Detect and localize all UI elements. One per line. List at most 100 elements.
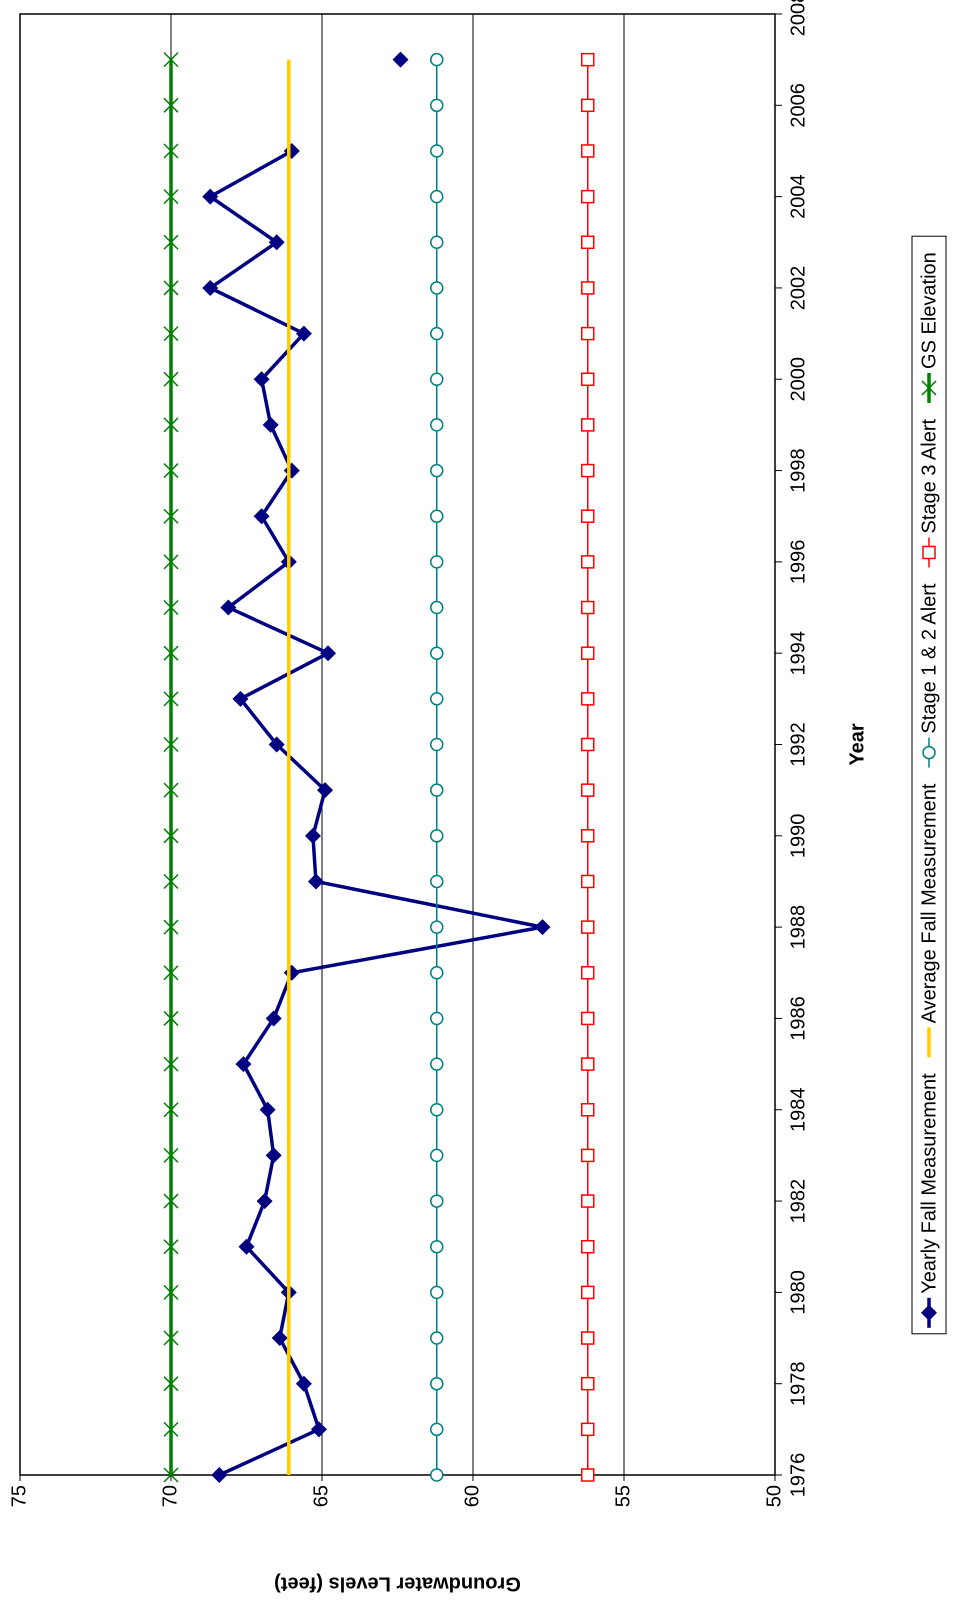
marker-square xyxy=(581,783,595,797)
plot-border xyxy=(19,13,776,1476)
marker-x xyxy=(163,1193,179,1209)
marker-x xyxy=(163,1330,179,1346)
marker-diamond xyxy=(921,1304,937,1321)
marker-x xyxy=(163,1010,179,1026)
marker-square xyxy=(581,189,595,204)
x-tick-label: 1976 xyxy=(787,1453,809,1498)
marker-diamond xyxy=(271,1330,288,1347)
legend: Yearly Fall Measurement Average Fall Meas… xyxy=(911,235,947,1335)
marker-square xyxy=(581,1468,595,1482)
marker-circle xyxy=(430,326,444,341)
legend-label: Stage 1 & 2 Alert xyxy=(918,583,940,734)
marker-circle xyxy=(430,144,444,158)
marker-square xyxy=(581,1103,595,1117)
y-tick-label: 70 xyxy=(159,1485,181,1507)
series-line xyxy=(210,60,542,1475)
marker-square xyxy=(581,692,595,706)
marker-x xyxy=(163,1102,179,1118)
marker-square xyxy=(581,1057,595,1071)
marker-circle xyxy=(430,920,444,934)
marker-circle xyxy=(430,829,444,843)
marker-square xyxy=(581,966,595,980)
marker-diamond xyxy=(283,964,300,981)
marker-diamond xyxy=(295,1375,312,1392)
legend-label: Stage 3 Alert xyxy=(918,419,940,534)
marker-square xyxy=(581,1376,595,1391)
marker-x xyxy=(163,1147,179,1163)
marker-diamond xyxy=(304,827,321,844)
marker-diamond xyxy=(256,1193,273,1210)
marker-diamond xyxy=(268,736,285,753)
marker-x xyxy=(163,919,179,935)
marker-diamond xyxy=(317,782,334,799)
x-tick-label: 2002 xyxy=(787,266,809,311)
marker-diamond xyxy=(265,1147,282,1164)
x-tick-label: 1988 xyxy=(787,905,809,950)
x-tick-label: 1996 xyxy=(787,540,809,585)
x-tick-label: 2000 xyxy=(787,357,809,402)
marker-circle xyxy=(430,98,444,113)
marker-x xyxy=(163,1467,179,1483)
marker-diamond xyxy=(392,51,409,68)
marker-x xyxy=(163,691,179,707)
marker-square xyxy=(581,1422,595,1437)
marker-square xyxy=(581,418,595,432)
marker-circle xyxy=(430,783,444,797)
marker-x xyxy=(163,782,179,798)
marker-square xyxy=(581,600,595,615)
marker-circle xyxy=(430,1331,444,1345)
marker-circle xyxy=(430,692,444,706)
marker-x xyxy=(163,1376,179,1392)
marker-x xyxy=(921,380,937,396)
marker-diamond xyxy=(259,1101,276,1118)
marker-diamond xyxy=(253,508,270,525)
marker-square xyxy=(581,920,595,934)
marker-x xyxy=(163,599,179,616)
legend-label: Average Fall Measurement xyxy=(918,783,940,1023)
marker-square xyxy=(581,829,595,843)
marker-diamond xyxy=(202,188,219,205)
marker-diamond xyxy=(320,645,337,662)
marker-x xyxy=(163,873,179,889)
marker-x xyxy=(163,508,179,524)
marker-x xyxy=(163,1421,179,1437)
marker-x xyxy=(163,1284,179,1300)
marker-circle xyxy=(430,600,444,615)
marker-square xyxy=(581,509,595,523)
marker-square xyxy=(581,874,595,889)
marker-diamond xyxy=(262,416,279,433)
marker-circle xyxy=(430,1422,444,1437)
marker-square xyxy=(581,144,595,158)
marker-circle xyxy=(430,1285,444,1300)
x-tick-label: 2006 xyxy=(787,83,809,128)
x-tick-label: 1990 xyxy=(787,814,809,859)
marker-diamond xyxy=(232,690,249,707)
x-tick-label: 1998 xyxy=(787,448,809,493)
x-tick-label: 1982 xyxy=(787,1179,809,1224)
marker-x xyxy=(163,463,179,479)
marker-circle xyxy=(430,1194,444,1208)
marker-square xyxy=(581,1331,595,1345)
marker-square xyxy=(581,98,595,113)
marker-diamond xyxy=(534,919,551,936)
marker-circle xyxy=(430,646,444,660)
marker-circle xyxy=(430,52,444,67)
marker-diamond xyxy=(253,371,270,388)
rotated-chart: 50 55 60 65 70 75 1976 1978 1980 1982 1984 1986 1988… xyxy=(8,0,947,1595)
marker-square xyxy=(581,1194,595,1208)
marker-circle xyxy=(430,418,444,432)
marker-circle xyxy=(430,1468,444,1482)
marker-square xyxy=(581,372,595,386)
marker-square xyxy=(581,52,595,67)
marker-diamond xyxy=(268,234,285,251)
marker-circle xyxy=(430,1148,444,1163)
x-tick-label: 2008 xyxy=(787,0,809,36)
marker-circle xyxy=(430,737,444,752)
x-tick-label: 1992 xyxy=(787,722,809,767)
marker-square xyxy=(581,281,595,295)
x-tick-label: 1986 xyxy=(787,996,809,1041)
marker-circle xyxy=(430,874,444,889)
marker-x xyxy=(163,371,179,387)
marker-square xyxy=(581,1239,595,1254)
